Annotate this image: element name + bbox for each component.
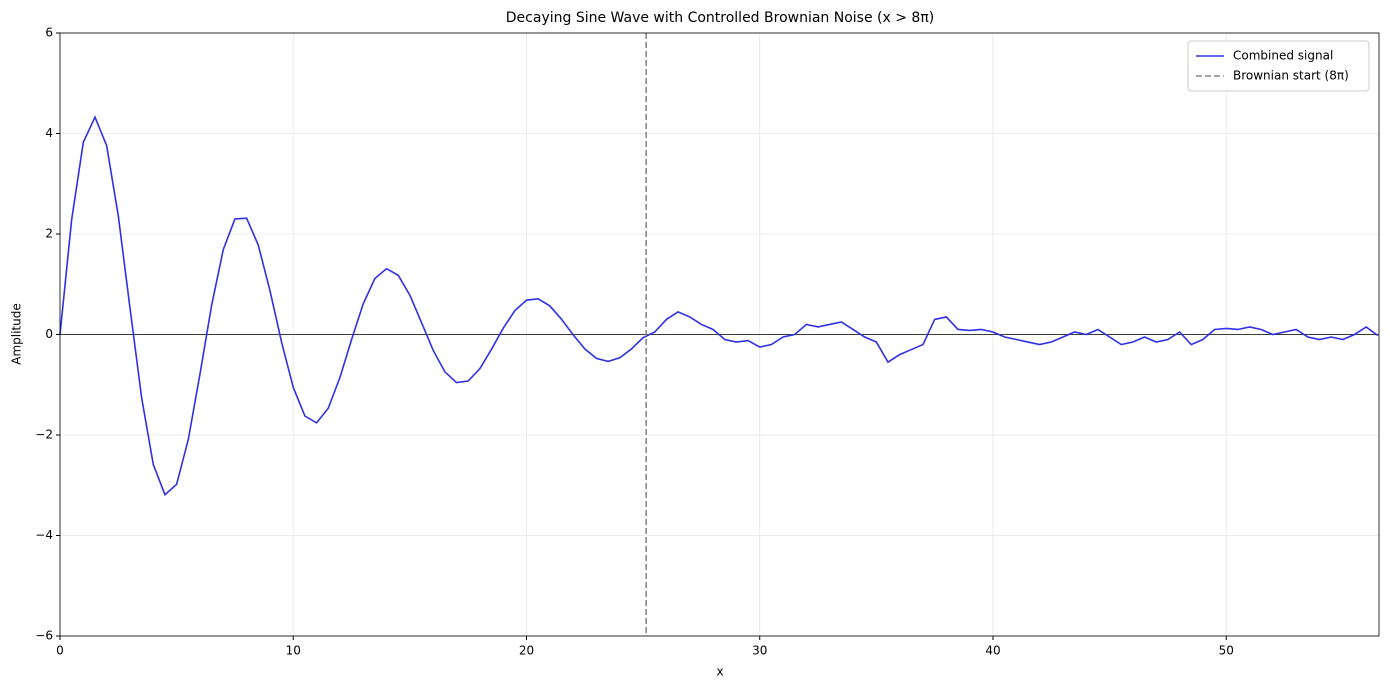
y-tick-label: −6 (35, 629, 53, 643)
y-tick-label: −2 (35, 428, 53, 442)
legend-box (1187, 40, 1370, 92)
x-tick-label: 50 (1219, 644, 1234, 658)
x-tick-label: 40 (985, 644, 1000, 658)
x-tick-label: 30 (752, 644, 767, 658)
y-tick-label: 0 (45, 327, 53, 341)
x-tick-label: 10 (286, 644, 301, 658)
y-tick-label: 4 (45, 126, 53, 140)
y-axis-label: Amplitude (10, 303, 24, 365)
legend-label: Combined signal (1233, 49, 1333, 63)
y-tick-label: −4 (35, 528, 53, 542)
x-axis-label: x (716, 665, 723, 679)
signal-line (59, 115, 1379, 497)
x-tick-label: 0 (56, 644, 64, 658)
chart-title: Decaying Sine Wave with Controlled Brown… (506, 10, 934, 26)
plot-frame (59, 32, 1380, 637)
legend-label: Brownian start (8π) (1233, 69, 1349, 83)
y-tick-label: 2 (45, 227, 53, 241)
x-tick-label: 20 (519, 644, 534, 658)
y-tick-label: 6 (45, 26, 53, 40)
